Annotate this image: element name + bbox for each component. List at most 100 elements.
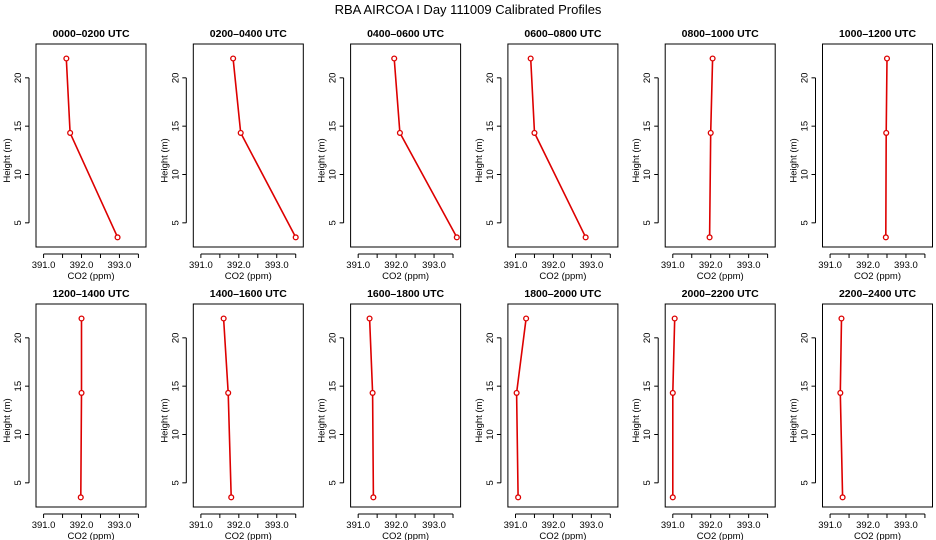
y-tick-label: 20 bbox=[328, 333, 339, 344]
y-tick-label: 20 bbox=[485, 73, 496, 84]
plot-frame bbox=[35, 303, 147, 508]
plot-frame bbox=[192, 43, 304, 248]
y-axis-label: Height (m) bbox=[474, 138, 485, 182]
y-tick-label: 10 bbox=[13, 169, 24, 180]
profile-line bbox=[529, 58, 587, 238]
x-axis-label: CO2 (ppm) bbox=[382, 271, 429, 282]
profile-point bbox=[63, 55, 70, 62]
plot-frame bbox=[507, 303, 619, 508]
y-tick-label: 15 bbox=[485, 381, 496, 392]
y-tick-label: 20 bbox=[13, 333, 24, 344]
profile-point bbox=[671, 315, 678, 322]
y-tick-label: 20 bbox=[170, 73, 181, 84]
plot-frame bbox=[350, 43, 462, 248]
profile-line bbox=[232, 58, 297, 238]
y-tick-label: 15 bbox=[800, 381, 811, 392]
y-tick-label: 5 bbox=[170, 220, 181, 225]
profile-point bbox=[582, 234, 589, 241]
x-tick-label: 393.0 bbox=[579, 260, 603, 271]
profile-line bbox=[222, 318, 232, 498]
x-tick-label: 392.0 bbox=[384, 520, 408, 531]
profile-line bbox=[839, 318, 844, 498]
y-tick-label: 15 bbox=[642, 381, 653, 392]
profile-point bbox=[527, 55, 534, 62]
x-tick-label: 392.0 bbox=[856, 520, 880, 531]
x-tick-label: 391.0 bbox=[818, 260, 842, 271]
y-tick-label: 10 bbox=[170, 169, 181, 180]
profile-point bbox=[292, 234, 299, 241]
x-tick-label: 392.0 bbox=[384, 260, 408, 271]
x-axis-label: CO2 (ppm) bbox=[539, 271, 586, 282]
y-tick-label: 20 bbox=[642, 73, 653, 84]
x-tick-label: 392.0 bbox=[542, 260, 566, 271]
profile-point bbox=[114, 234, 121, 241]
plot-frame bbox=[507, 43, 619, 248]
x-tick-label: 393.0 bbox=[894, 520, 918, 531]
x-tick-label: 393.0 bbox=[108, 260, 132, 271]
figure-title: RBA AIRCOA I Day 111009 Calibrated Profi… bbox=[335, 2, 602, 17]
y-tick-label: 10 bbox=[800, 169, 811, 180]
y-axis-label: Height (m) bbox=[317, 398, 328, 442]
panel-title: 1000–1200 UTC bbox=[839, 28, 916, 40]
y-tick-label: 10 bbox=[642, 429, 653, 440]
x-tick-label: 391.0 bbox=[346, 260, 370, 271]
profile-point bbox=[396, 129, 403, 136]
profile-point bbox=[837, 389, 844, 396]
y-tick-label: 5 bbox=[328, 480, 339, 485]
y-axis-label: Height (m) bbox=[2, 138, 13, 182]
y-tick-label: 10 bbox=[328, 429, 339, 440]
y-tick-label: 15 bbox=[13, 381, 24, 392]
y-tick-label: 15 bbox=[485, 121, 496, 132]
x-tick-label: 392.0 bbox=[227, 520, 251, 531]
x-tick-label: 392.0 bbox=[699, 520, 723, 531]
panel-title: 2000–2200 UTC bbox=[682, 288, 759, 300]
profile-point bbox=[370, 494, 377, 501]
plot-frame bbox=[192, 303, 304, 508]
profile-point bbox=[230, 55, 237, 62]
y-tick-label: 20 bbox=[328, 73, 339, 84]
x-tick-label: 393.0 bbox=[579, 520, 603, 531]
panel-title: 1400–1600 UTC bbox=[210, 288, 287, 300]
profile-point bbox=[453, 234, 460, 241]
panel-title: 0800–1000 UTC bbox=[682, 28, 759, 40]
x-axis-label: CO2 (ppm) bbox=[697, 531, 744, 540]
y-tick-label: 10 bbox=[485, 429, 496, 440]
profile-point bbox=[883, 55, 891, 62]
x-tick-label: 391.0 bbox=[32, 260, 56, 271]
x-tick-label: 391.0 bbox=[189, 520, 213, 531]
plot-frame bbox=[822, 303, 933, 508]
x-tick-label: 391.0 bbox=[818, 520, 842, 531]
y-tick-label: 5 bbox=[13, 220, 24, 225]
profile-point bbox=[78, 389, 85, 396]
profile-point bbox=[515, 494, 522, 501]
profile-point bbox=[228, 494, 235, 501]
y-tick-label: 5 bbox=[485, 480, 496, 485]
x-tick-label: 392.0 bbox=[227, 260, 251, 271]
x-tick-label: 391.0 bbox=[504, 520, 528, 531]
profile-point bbox=[523, 315, 530, 322]
y-tick-label: 5 bbox=[800, 480, 811, 485]
y-tick-label: 20 bbox=[13, 73, 24, 84]
profile-point bbox=[67, 129, 74, 136]
x-axis-label: CO2 (ppm) bbox=[697, 271, 744, 282]
plot-frame bbox=[822, 43, 933, 248]
profile-line bbox=[671, 318, 676, 498]
y-tick-label: 10 bbox=[485, 169, 496, 180]
profile-line bbox=[80, 318, 83, 498]
x-tick-label: 393.0 bbox=[737, 520, 761, 531]
y-tick-label: 10 bbox=[328, 169, 339, 180]
profile-point bbox=[669, 494, 676, 501]
panel-title: 0000–0200 UTC bbox=[52, 28, 129, 40]
plot-frame bbox=[350, 303, 462, 508]
x-axis-label: CO2 (ppm) bbox=[68, 531, 115, 540]
x-tick-label: 392.0 bbox=[542, 520, 566, 531]
